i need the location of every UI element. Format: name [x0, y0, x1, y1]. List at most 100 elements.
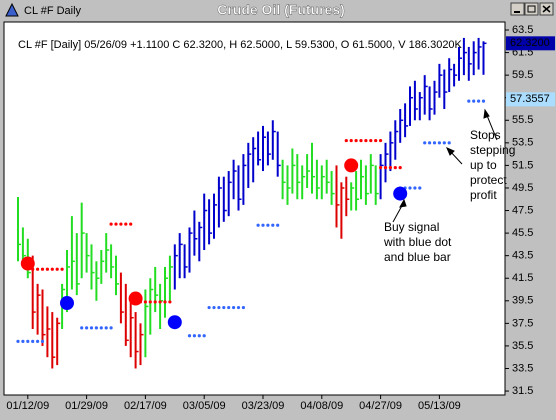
stop-dot — [202, 334, 206, 338]
chart-title: Crude Oil (Futures) — [217, 2, 345, 18]
maximize-icon — [527, 5, 536, 13]
y-tick-label: 41.5 — [512, 272, 533, 284]
stop-dot — [21, 339, 25, 344]
stop-dot — [261, 223, 265, 227]
signal-dot — [60, 296, 74, 311]
stop-dot — [89, 326, 94, 330]
stop-dot — [94, 326, 98, 330]
stop-dot — [393, 166, 397, 170]
stop-dot — [40, 339, 45, 344]
stop-dot — [153, 300, 157, 304]
stop-dot — [114, 222, 118, 226]
y-tick-label: 47.5 — [512, 204, 533, 216]
stop-dot — [232, 305, 236, 310]
stop-dot — [398, 166, 402, 170]
stop-dot — [481, 99, 486, 103]
stop-dot — [413, 186, 417, 190]
y-tick-label: 43.5 — [512, 250, 533, 262]
marks — [16, 37, 487, 369]
stop-dot — [447, 141, 451, 145]
stop-dot — [256, 223, 260, 227]
stop-dot — [423, 141, 427, 145]
annotation: protect — [470, 173, 507, 187]
y-tick-label: 51.5 — [512, 159, 533, 171]
close-icon — [542, 5, 551, 13]
x-tick-label: 04/27/09 — [359, 400, 402, 412]
stop-dot — [129, 222, 133, 226]
price-tag — [506, 92, 555, 107]
y-tick-label: 33.5 — [512, 362, 533, 374]
maximize-button[interactable] — [524, 2, 539, 16]
stop-dot — [379, 138, 383, 143]
stop-dot — [45, 267, 50, 271]
stop-dot — [26, 339, 30, 344]
minimize-button[interactable] — [510, 2, 525, 16]
stop-dot — [60, 267, 64, 271]
stop-dot — [472, 99, 476, 103]
y-tick-label: 53.5 — [512, 137, 533, 149]
window-buttons[interactable] — [510, 2, 554, 16]
stop-dot — [374, 138, 378, 143]
annotation-arrows — [392, 108, 498, 223]
stop-dot — [50, 267, 54, 271]
app-icon — [5, 2, 19, 17]
stop-dot — [432, 141, 437, 145]
info-line: CL #F [Daily] 05/26/09 +1.1100 C 62.3200… — [18, 39, 463, 51]
stop-dot — [437, 141, 441, 145]
y-tick-label: 39.5 — [512, 295, 533, 307]
stop-dot — [428, 141, 432, 145]
stop-dot — [212, 305, 216, 310]
stop-dot — [388, 166, 392, 170]
stop-dot — [163, 300, 167, 304]
stop-dot — [16, 339, 20, 344]
stop-dot — [383, 166, 388, 170]
stop-dot — [349, 138, 353, 143]
x-tick-label: 03/23/09 — [242, 400, 285, 412]
signal-dot — [167, 315, 182, 330]
y-tick-label: 35.5 — [512, 340, 533, 352]
stop-dot — [369, 138, 373, 143]
y-tick-label: 55.5 — [512, 114, 533, 126]
stop-dot — [227, 305, 231, 310]
stop-dot — [148, 300, 152, 304]
stop-dot — [207, 305, 211, 310]
arrow-head — [446, 147, 455, 156]
stop-dot — [168, 300, 172, 304]
stop-dot — [266, 223, 270, 227]
signal-dot — [393, 186, 408, 201]
annotation: stepping — [470, 143, 515, 157]
arrow — [485, 112, 498, 141]
stop-dot — [80, 326, 84, 330]
title-bar — [0, 0, 556, 21]
annotation: profit — [470, 188, 497, 202]
price-tag — [506, 36, 555, 51]
price-tag-label: 62.3200 — [510, 37, 550, 49]
stop-dot — [85, 326, 89, 330]
stop-dot — [158, 300, 162, 304]
stop-dot — [477, 99, 481, 103]
stop-dot — [109, 222, 113, 226]
x-tick-label: 05/13/09 — [418, 400, 461, 412]
stop-dot — [31, 339, 35, 344]
stop-dot — [36, 339, 40, 344]
stop-dot — [364, 138, 368, 143]
stop-dot — [271, 223, 275, 227]
y-tick-label: 59.5 — [512, 69, 533, 81]
stop-dot — [36, 267, 40, 271]
stop-dot — [217, 305, 221, 310]
stop-dot — [109, 326, 113, 330]
y-tick-label: 37.5 — [512, 317, 533, 329]
y-tick-label: 63.5 — [512, 24, 533, 36]
stop-dot — [192, 334, 196, 338]
price-tag-label: 57.3557 — [510, 93, 550, 105]
stop-dot — [408, 186, 412, 190]
y-tick-label: 45.5 — [512, 227, 533, 239]
stop-dot — [359, 138, 363, 143]
y-tick-label: 49.5 — [512, 182, 533, 194]
stop-dot — [379, 166, 383, 170]
stop-dot — [40, 267, 45, 271]
annotation: with blue dot — [383, 235, 452, 249]
annotation: and blue bar — [384, 250, 451, 264]
